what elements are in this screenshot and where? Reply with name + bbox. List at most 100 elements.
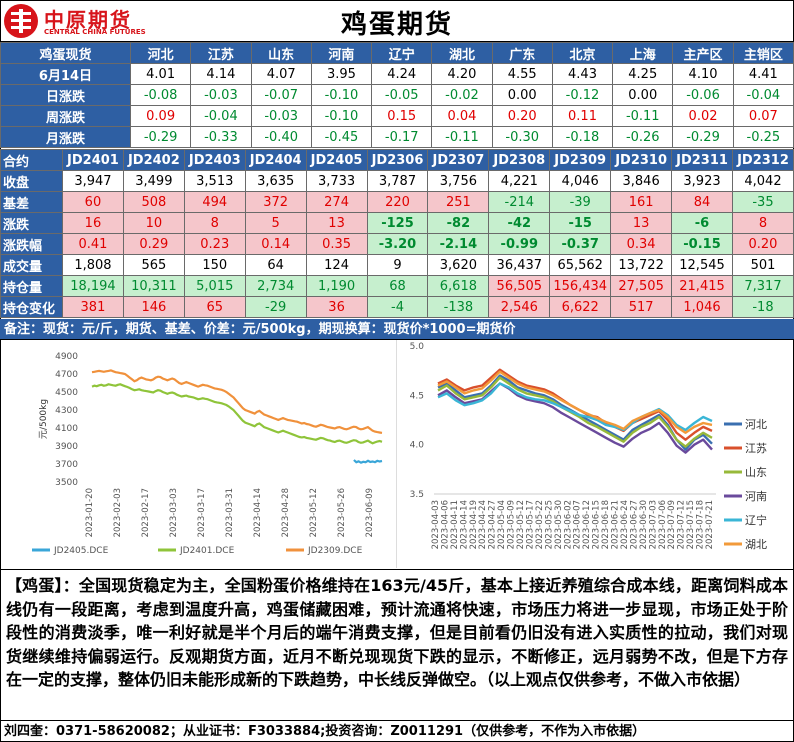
y-tick-label: 4700: [55, 370, 78, 380]
spot-value: 4.25: [612, 63, 674, 85]
series-line-JD2309.DCE: [91, 369, 383, 434]
futures-value: 146: [122, 296, 185, 318]
futures-value: 27,505: [610, 275, 673, 297]
spot-value: 4.43: [551, 63, 614, 85]
x-tick-label: 2023-06-24: [620, 500, 630, 549]
legend-label: 山东: [745, 466, 767, 479]
x-tick-label: 2023-04-19: [469, 500, 479, 549]
spot-value: 3.95: [310, 63, 373, 85]
futures-value: -29: [244, 296, 307, 318]
table-note: 备注：现货：元/斤，期货、基差、价差：元/500kg，期现换算：现货价*1000…: [0, 319, 794, 340]
x-tick-label: 2023-04-14: [253, 488, 263, 537]
analyst-footer: 刘四奎：0371-58620082；从业证书：F3033884;投资咨询：Z00…: [0, 720, 794, 742]
futures-value: -4: [366, 296, 429, 318]
futures-value: -6: [671, 212, 733, 234]
region-header: 河南: [310, 42, 373, 64]
region-header: 湖北: [431, 42, 493, 64]
futures-value: 0.29: [122, 233, 185, 255]
series-line-JD2405.DCE: [353, 459, 383, 464]
region-header: 河北: [129, 42, 192, 64]
x-tick-label: 2023-04-27: [488, 500, 498, 549]
futures-value: -35: [731, 191, 794, 213]
contract-header: JD2310: [610, 149, 673, 171]
contract-header: JD2405: [305, 149, 368, 171]
series-line-山东: [437, 376, 713, 448]
row-label: 持仓量: [0, 275, 63, 297]
spot-value: -0.06: [672, 84, 734, 106]
futures-value: 1,190: [305, 275, 368, 297]
region-header: 广东: [491, 42, 553, 64]
spot-value: -0.30: [491, 126, 553, 148]
futures-row: 成交量 1,808 565 150 64 124 9 3,620 36,437 65,562 13,…: [0, 254, 794, 276]
futures-value: 10,311: [122, 275, 185, 297]
contract-header: JD2306: [366, 149, 429, 171]
futures-value: 156,434: [549, 275, 612, 297]
futures-value: 65: [183, 296, 246, 318]
futures-value: 3,635: [244, 170, 307, 192]
x-tick-label: 2023-03-17: [197, 488, 207, 537]
contract-header: JD2309: [549, 149, 612, 171]
futures-price-chart: 3500 3700 3900 4100 4300 4500 4700 4900 元/500kg 2…: [32, 352, 383, 556]
futures-value: 0.23: [183, 233, 246, 255]
legend-label: 辽宁: [745, 513, 767, 527]
y-tick-label: 3900: [55, 442, 78, 452]
chart-divider: [396, 340, 397, 568]
futures-value: 10: [122, 212, 185, 234]
contract-header: JD2402: [122, 149, 185, 171]
spot-value: 4.24: [371, 63, 433, 85]
spot-value: -0.25: [732, 126, 794, 148]
spot-value: -0.07: [250, 84, 312, 106]
region-header: 主产区: [672, 42, 734, 64]
row-label: 6月14日: [0, 63, 131, 85]
x-tick-label: 2023-07-15: [686, 500, 696, 549]
x-tick-label: 2023-05-12: [309, 488, 319, 537]
y-tick-label: 4900: [55, 352, 78, 362]
spot-value: -0.02: [431, 84, 493, 106]
spot-value: -0.10: [310, 105, 373, 127]
spot-value: -0.10: [310, 84, 373, 106]
y-tick-label: 5.0: [410, 342, 425, 352]
x-tick-label: 2023-06-12: [582, 500, 592, 549]
x-tick-label: 2023-03-31: [225, 488, 235, 537]
y-tick-label: 4.0: [410, 441, 425, 451]
legend-label: JD2405.DCE: [53, 546, 109, 556]
spot-row: 月涨跌 -0.29 -0.33 -0.40 -0.45 -0.17 -0.11 -0.30 -0…: [0, 126, 794, 148]
spot-value: 0.20: [491, 105, 553, 127]
x-tick-label: 2023-05-12: [516, 500, 526, 549]
futures-row: 基差 60 508 494 372 274 220 251 -214 -39 161 84 -35: [0, 191, 794, 213]
futures-value: 4,042: [731, 170, 794, 192]
x-tick-label: 2023-05-22: [535, 500, 545, 549]
spot-value: -0.11: [612, 105, 674, 127]
spot-price-table: 鸡蛋现货 河北 江苏 山东 河南 辽宁 湖北 广东 北京 上海 主产区 主销区 6月14日 4.01 4.1…: [0, 42, 794, 148]
futures-value: 0.34: [610, 233, 673, 255]
futures-value: 4,221: [488, 170, 551, 192]
spot-value: -0.17: [371, 126, 433, 148]
brand-logo: 中原期货 CENTRAL CHINA FUTURES: [4, 4, 154, 38]
y-tick-label: 3500: [55, 478, 78, 488]
futures-value: 3,947: [62, 170, 124, 192]
series-line-辽宁: [437, 382, 713, 432]
spot-value: -0.29: [672, 126, 734, 148]
spot-value: -0.08: [129, 84, 192, 106]
y-tick-label: 3700: [55, 460, 78, 470]
futures-table: 合约 JD2401 JD2402 JD2403 JD2404 JD2405 JD2306 JD…: [0, 149, 794, 318]
futures-value: 8: [183, 212, 246, 234]
y-tick-label: 4.5: [410, 391, 424, 401]
x-tick-label: 2023-06-21: [611, 500, 621, 549]
row-label: 基差: [0, 191, 63, 213]
contract-header: JD2307: [427, 149, 490, 171]
futures-value: 2,546: [488, 296, 551, 318]
spot-value: 4.01: [129, 63, 192, 85]
futures-value: -18: [731, 296, 794, 318]
x-tick-label: 2023-06-07: [573, 500, 583, 549]
futures-value: -82: [427, 212, 490, 234]
futures-value: -138: [427, 296, 490, 318]
region-header: 山东: [250, 42, 312, 64]
spot-header-row: 鸡蛋现货 河北 江苏 山东 河南 辽宁 湖北 广东 北京 上海 主产区 主销区: [0, 42, 794, 64]
futures-row: 涨跌幅 0.41 0.29 0.23 0.14 0.35 -3.20 -2.14 -0.99 -0…: [0, 233, 794, 255]
x-tick-label: 2023-06-02: [563, 500, 573, 549]
row-label: 日涨跌: [0, 84, 131, 106]
spot-value: -0.33: [190, 126, 252, 148]
spot-value: -0.29: [129, 126, 192, 148]
futures-value: 0.14: [244, 233, 307, 255]
